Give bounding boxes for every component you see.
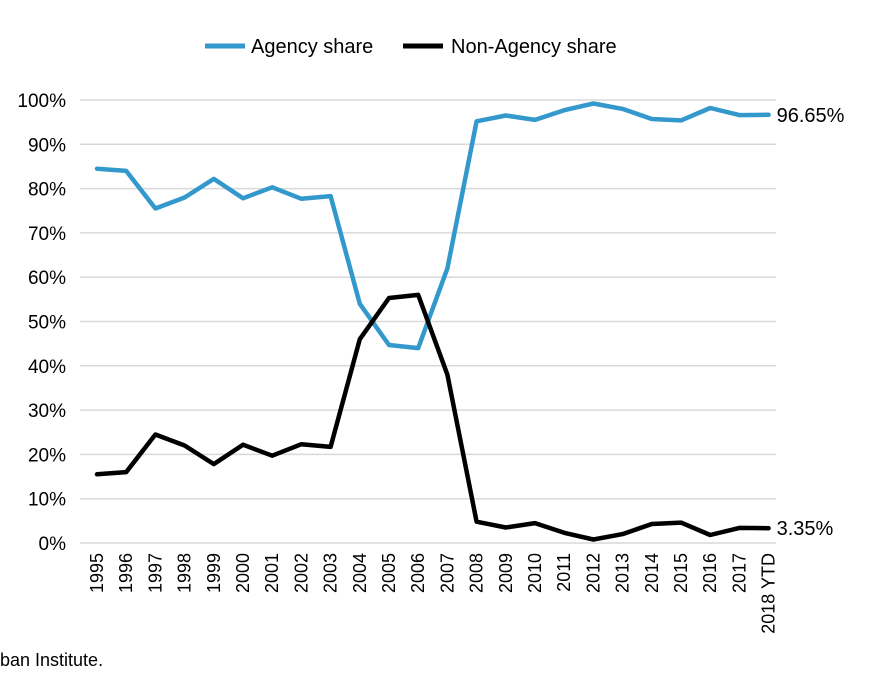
non-agency-end-label: 3.35% [777,518,834,540]
legend-label-non-agency: Non-Agency share [451,36,617,58]
x-tick-label: 1995 [87,553,107,593]
y-tick-label: 10% [28,490,66,511]
x-tick-label: 2003 [321,553,341,593]
series-lines [94,101,771,542]
x-tick-label: 2005 [379,553,399,593]
x-tick-label: 2001 [262,553,282,593]
x-tick-label: 2014 [642,553,662,593]
source-note: ban Institute. [0,650,104,670]
y-tick-label: 60% [28,268,66,289]
x-tick-label: 2004 [350,553,370,593]
non-agency-share-line [94,292,771,542]
x-tick-label: 2015 [671,553,691,593]
x-tick-label: 2016 [700,553,720,593]
x-tick-label: 2006 [408,553,428,593]
x-tick-label: 2011 [554,553,574,592]
end-labels: 96.65% 3.35% [777,105,845,540]
x-tick-label: 2012 [583,553,603,593]
x-tick-label: 2018 YTD [759,553,779,634]
y-tick-label: 0% [39,534,67,555]
x-tick-label: 2009 [496,553,516,593]
legend: Agency share Non-Agency share [205,36,617,58]
x-tick-label: 2013 [613,553,633,593]
y-tick-label: 20% [28,445,66,466]
x-tick-label: 2008 [467,553,487,593]
y-tick-label: 90% [28,135,66,156]
x-tick-label: 2002 [291,553,311,593]
x-tick-label: 2000 [233,553,253,593]
x-tick-label: 2007 [437,553,457,593]
y-tick-label: 30% [28,401,66,422]
y-tick-label: 40% [28,357,66,378]
y-tick-label: 70% [28,224,66,245]
y-tick-label: 80% [28,180,66,201]
x-tick-label: 1997 [145,553,165,593]
legend-label-agency: Agency share [251,36,373,58]
y-axis-ticks: 0% 10% 20% 30% 40% 50% 60% 70% 80% 90% 100% [17,91,66,555]
agency-share-line [94,101,771,351]
x-tick-label: 1998 [175,553,195,593]
y-tick-label: 50% [28,313,66,334]
y-tick-label: 100% [17,91,66,112]
x-axis-ticks: 1995 1996 1997 1998 1999 2000 2001 2002 2003 2004… [87,553,779,634]
x-tick-label: 2017 [729,553,749,593]
x-tick-label: 1996 [116,553,136,593]
agency-end-label: 96.65% [777,105,845,127]
x-tick-label: 2010 [525,553,545,593]
x-tick-label: 1999 [204,553,224,593]
